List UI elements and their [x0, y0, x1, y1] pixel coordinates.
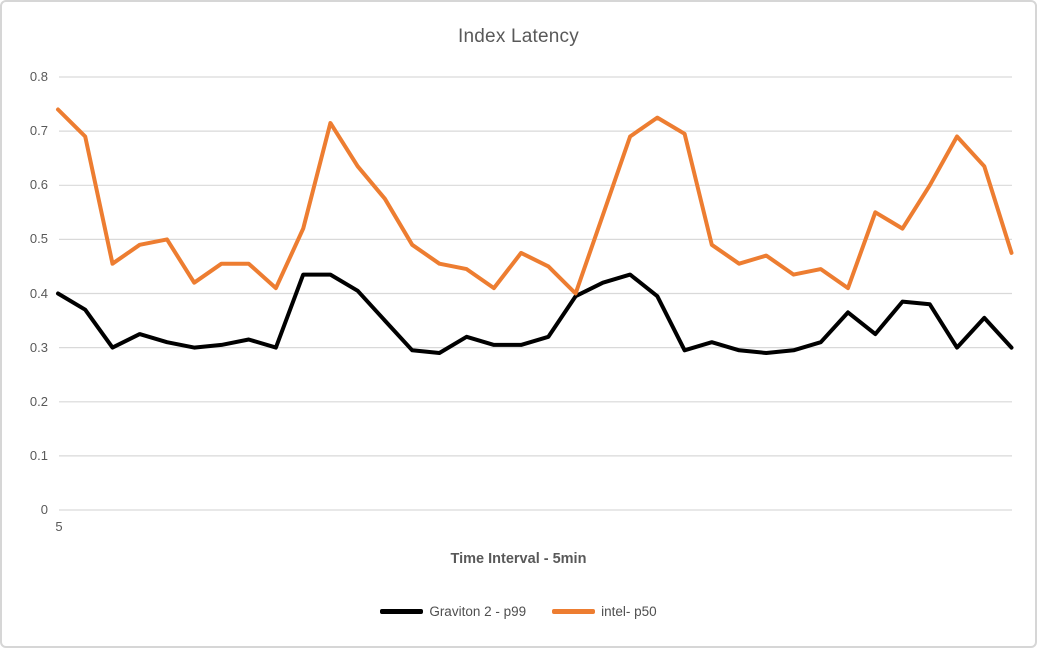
legend-label: Graviton 2 - p99	[429, 604, 527, 619]
y-tick-label: 0.2	[29, 393, 48, 409]
series-line-graviton-2-p99	[56, 272, 1014, 355]
x-axis-title: Time Interval - 5min	[450, 551, 587, 567]
y-tick-label: 0.5	[29, 231, 48, 247]
legend-item-intel-p50: intel- p50	[552, 604, 657, 619]
legend: Graviton 2 - p99 intel- p50	[2, 604, 1035, 619]
series-line-intel-p50	[56, 107, 1014, 296]
y-tick-label: 0.1	[29, 447, 48, 463]
y-tick-label: 0	[40, 502, 48, 517]
legend-line-swatch	[380, 609, 424, 614]
legend-item-graviton-2-p99: Graviton 2 - p99	[380, 604, 526, 619]
legend-label: intel- p50	[601, 604, 657, 619]
x-tick-label: 5	[55, 519, 63, 534]
y-tick-label: 0.4	[29, 285, 48, 301]
legend-line-swatch	[552, 609, 596, 614]
y-tick-label: 0.8	[29, 69, 48, 84]
y-tick-label: 0.6	[29, 177, 48, 193]
y-tick-label: 0.7	[29, 123, 48, 139]
chart-title: Index Latency	[458, 26, 579, 47]
y-tick-label: 0.3	[29, 339, 48, 355]
